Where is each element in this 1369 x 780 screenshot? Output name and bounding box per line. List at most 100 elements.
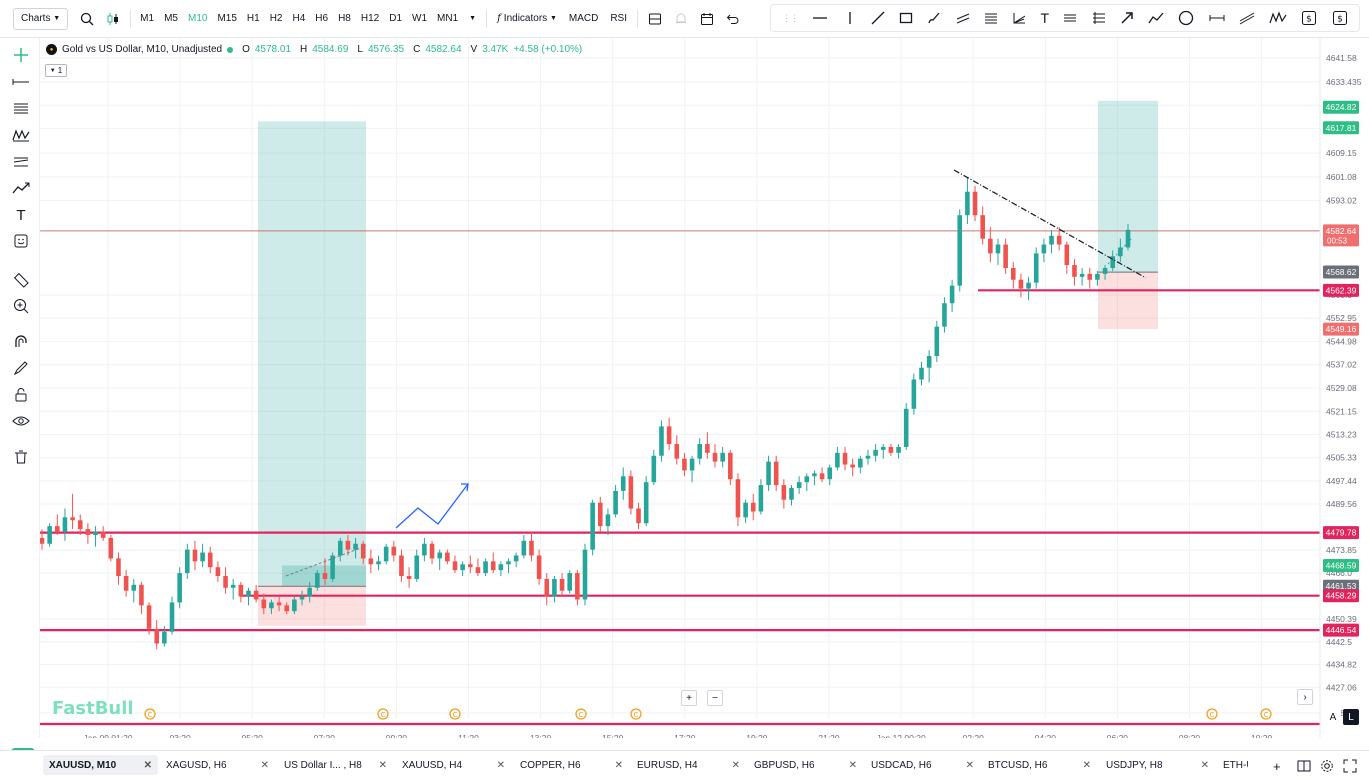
event-marker-icon[interactable]: C bbox=[1206, 708, 1218, 720]
pattern-tool[interactable] bbox=[10, 124, 32, 146]
rectangle-tool[interactable] bbox=[896, 6, 916, 30]
timeframe-h12[interactable]: H12 bbox=[360, 13, 380, 24]
timeframe-mn1[interactable]: MN1 bbox=[437, 13, 459, 24]
tab-10[interactable]: USDJPY, H8 ✕ bbox=[1100, 755, 1215, 775]
tab-1[interactable]: XAUUSD, M10 ✕ bbox=[43, 755, 158, 775]
chart-canvas[interactable]: 4641.584633.4354625.54617.64609.154601.0… bbox=[40, 38, 1369, 738]
tab-11[interactable]: ETH-USD bbox=[1217, 755, 1262, 775]
event-marker-icon[interactable]: C bbox=[575, 708, 587, 720]
add-tab-button[interactable]: + bbox=[1267, 754, 1287, 778]
brush-tool[interactable] bbox=[924, 6, 944, 30]
zoom-out-button[interactable]: − bbox=[707, 690, 723, 706]
long-position-stop-zone-2[interactable] bbox=[1098, 272, 1158, 330]
gann-box-tool[interactable] bbox=[10, 151, 32, 173]
timeframe-h8[interactable]: H8 bbox=[338, 13, 351, 24]
parallel-lines-tool[interactable] bbox=[1236, 6, 1258, 30]
timeframe-h2[interactable]: H2 bbox=[269, 13, 283, 24]
timeframe-h1[interactable]: H1 bbox=[246, 13, 260, 24]
close-tab-icon[interactable]: ✕ bbox=[614, 759, 623, 771]
price-chart[interactable]: 4641.584633.4354625.54617.64609.154601.0… bbox=[40, 38, 1369, 738]
log-scale-button[interactable]: L bbox=[1343, 709, 1359, 725]
auto-scale-button[interactable]: A bbox=[1325, 709, 1341, 725]
horizontal-line-tool[interactable] bbox=[809, 6, 831, 30]
short-position-tool[interactable]: $ bbox=[1329, 6, 1351, 30]
text-tool[interactable]: T bbox=[1038, 6, 1053, 30]
event-marker-icon[interactable]: C bbox=[449, 708, 461, 720]
layout-button[interactable] bbox=[642, 7, 668, 31]
undo-button[interactable] bbox=[720, 7, 746, 31]
price-range-tool[interactable] bbox=[1206, 6, 1228, 30]
delete-tool[interactable] bbox=[10, 446, 32, 468]
text-annotation-tool[interactable]: T bbox=[10, 204, 32, 226]
close-tab-icon[interactable]: ✕ bbox=[731, 759, 740, 771]
calendar-button[interactable] bbox=[694, 7, 720, 31]
alert-button[interactable] bbox=[668, 7, 694, 31]
timeframe-d1[interactable]: D1 bbox=[389, 13, 403, 24]
scroll-right-button[interactable]: › bbox=[1297, 689, 1313, 705]
ruler-tool[interactable] bbox=[10, 269, 32, 291]
event-marker-icon[interactable]: C bbox=[630, 708, 642, 720]
split-layout-button[interactable] bbox=[1291, 754, 1317, 778]
arrow-tool[interactable] bbox=[1117, 6, 1137, 30]
close-tab-icon[interactable]: ✕ bbox=[378, 759, 387, 771]
forecast-tool[interactable] bbox=[10, 177, 32, 199]
indicators-button[interactable]: f Indicators ▼ bbox=[491, 7, 563, 31]
chart-type-button[interactable] bbox=[100, 7, 126, 31]
timeframe-h4[interactable]: H4 bbox=[292, 13, 306, 24]
close-tab-icon[interactable]: ✕ bbox=[496, 759, 505, 771]
elliott-wave-tool[interactable] bbox=[1266, 6, 1290, 30]
vertical-line-tool[interactable] bbox=[840, 6, 860, 30]
event-marker-icon[interactable]: C bbox=[377, 708, 389, 720]
fib-fan-tool[interactable] bbox=[1009, 6, 1029, 30]
circle-tool[interactable] bbox=[1175, 6, 1197, 30]
trend-line-tool[interactable] bbox=[868, 6, 888, 30]
event-marker-icon[interactable]: C bbox=[144, 708, 156, 720]
timeframe-h6[interactable]: H6 bbox=[315, 13, 329, 24]
search-button[interactable] bbox=[74, 7, 100, 31]
tab-2[interactable]: XAGUSD, H6 ✕ bbox=[160, 755, 275, 775]
magnet-tool[interactable] bbox=[10, 331, 32, 353]
fullscreen-button[interactable] bbox=[1337, 754, 1363, 778]
rsi-button[interactable]: RSI bbox=[610, 13, 627, 24]
close-tab-icon[interactable]: ✕ bbox=[143, 759, 152, 771]
lock-tool[interactable] bbox=[10, 384, 32, 406]
tab-5[interactable]: COPPER, H6 ✕ bbox=[514, 755, 629, 775]
timeframe-m1[interactable]: M1 bbox=[140, 13, 155, 24]
timeframe-m10[interactable]: M10 bbox=[187, 13, 208, 24]
gann-tool[interactable] bbox=[1089, 6, 1109, 30]
event-marker-icon[interactable]: C bbox=[1260, 708, 1272, 720]
close-tab-icon[interactable]: ✕ bbox=[965, 759, 974, 771]
dashed-trend-line[interactable] bbox=[285, 545, 367, 577]
ray-tool[interactable] bbox=[10, 71, 32, 93]
zoom-in-button[interactable]: + bbox=[681, 690, 697, 706]
long-position-stop-zone[interactable] bbox=[258, 584, 366, 626]
dash-dot-trend-line[interactable] bbox=[953, 169, 1147, 279]
timeframe-w1[interactable]: W1 bbox=[412, 13, 428, 24]
tab-8[interactable]: USDCAD, H6 ✕ bbox=[865, 755, 980, 775]
pitchfork-tool[interactable] bbox=[1060, 6, 1080, 30]
timeframe-more-button[interactable]: ▼ bbox=[463, 7, 482, 31]
close-tab-icon[interactable]: ✕ bbox=[1200, 759, 1209, 771]
long-position-target-zone[interactable] bbox=[258, 121, 366, 585]
projection-path[interactable] bbox=[395, 483, 469, 529]
close-tab-icon[interactable]: ✕ bbox=[1082, 759, 1091, 771]
path-tool[interactable] bbox=[1145, 6, 1167, 30]
fib-levels-tool[interactable] bbox=[10, 97, 32, 119]
eraser-tool[interactable] bbox=[10, 357, 32, 379]
tab-9[interactable]: BTCUSD, H6 ✕ bbox=[982, 755, 1097, 775]
tab-6[interactable]: EURUSD, H4 ✕ bbox=[631, 755, 746, 775]
zoom-in-tool[interactable] bbox=[10, 295, 32, 317]
crosshair-tool[interactable] bbox=[10, 44, 32, 66]
fib-retracement-tool[interactable] bbox=[981, 6, 1001, 30]
layers-toggle[interactable]: ▼ 1 bbox=[45, 64, 67, 77]
settings-button[interactable] bbox=[1314, 754, 1340, 778]
emoji-tool[interactable] bbox=[10, 230, 32, 252]
close-tab-icon[interactable]: ✕ bbox=[260, 759, 269, 771]
charts-dropdown[interactable]: Charts ▼ bbox=[13, 7, 69, 30]
timeframe-m5[interactable]: M5 bbox=[164, 13, 178, 24]
macd-button[interactable]: MACD bbox=[568, 13, 599, 24]
close-tab-icon[interactable]: ✕ bbox=[848, 759, 857, 771]
tab-3[interactable]: US Dollar I... , H8 ✕ bbox=[278, 755, 393, 775]
tab-7[interactable]: GBPUSD, H6 ✕ bbox=[748, 755, 863, 775]
long-position-tool[interactable]: $ bbox=[1298, 6, 1320, 30]
